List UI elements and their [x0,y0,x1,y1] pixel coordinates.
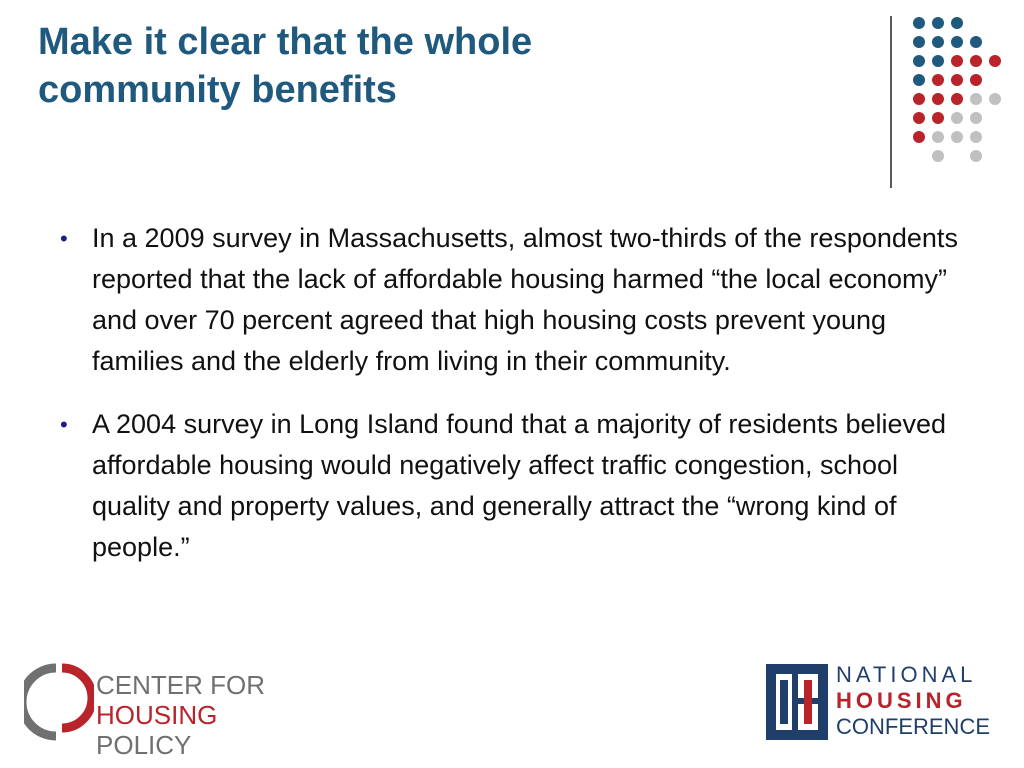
bullet-marker-icon: • [60,226,68,251]
slide-title: Make it clear that the whole community b… [38,18,858,114]
nhc-logo-mark-icon [766,664,828,740]
nhc-line-1: NATIONAL [836,662,977,687]
chp-housing-word: HOUSING [96,700,218,730]
bullet-list: • In a 2009 survey in Massachusetts, alm… [60,218,972,590]
national-housing-conference-logo: NATIONAL HOUSING CONFERENCE [766,662,998,746]
nhc-line-3: CONFERENCE [836,714,991,739]
chp-policy-word: POLICY [96,730,192,760]
title-line-1: Make it clear that the whole [38,21,533,63]
chp-wordmark: CENTER FOR HOUSING POLICY [96,670,314,760]
bullet-text: In a 2009 survey in Massachusetts, almos… [92,223,958,376]
nhc-wordmark: NATIONAL HOUSING CONFERENCE [836,662,990,740]
chp-line-1: CENTER FOR [96,670,265,700]
title-divider [890,16,892,188]
nhc-line-2: HOUSING [836,688,967,713]
chp-logo-mark-icon [24,663,94,741]
bullet-item: • In a 2009 survey in Massachusetts, alm… [60,218,972,382]
bullet-marker-icon: • [60,412,68,437]
dot-grid-decoration-icon [913,17,1001,162]
bullet-text: A 2004 survey in Long Island found that … [92,409,947,562]
title-line-2: community benefits [38,69,397,111]
chp-line-2: HOUSING POLICY [96,700,314,760]
center-for-housing-policy-logo: CENTER FOR HOUSING POLICY [24,660,314,760]
bullet-item: • A 2004 survey in Long Island found tha… [60,404,972,568]
